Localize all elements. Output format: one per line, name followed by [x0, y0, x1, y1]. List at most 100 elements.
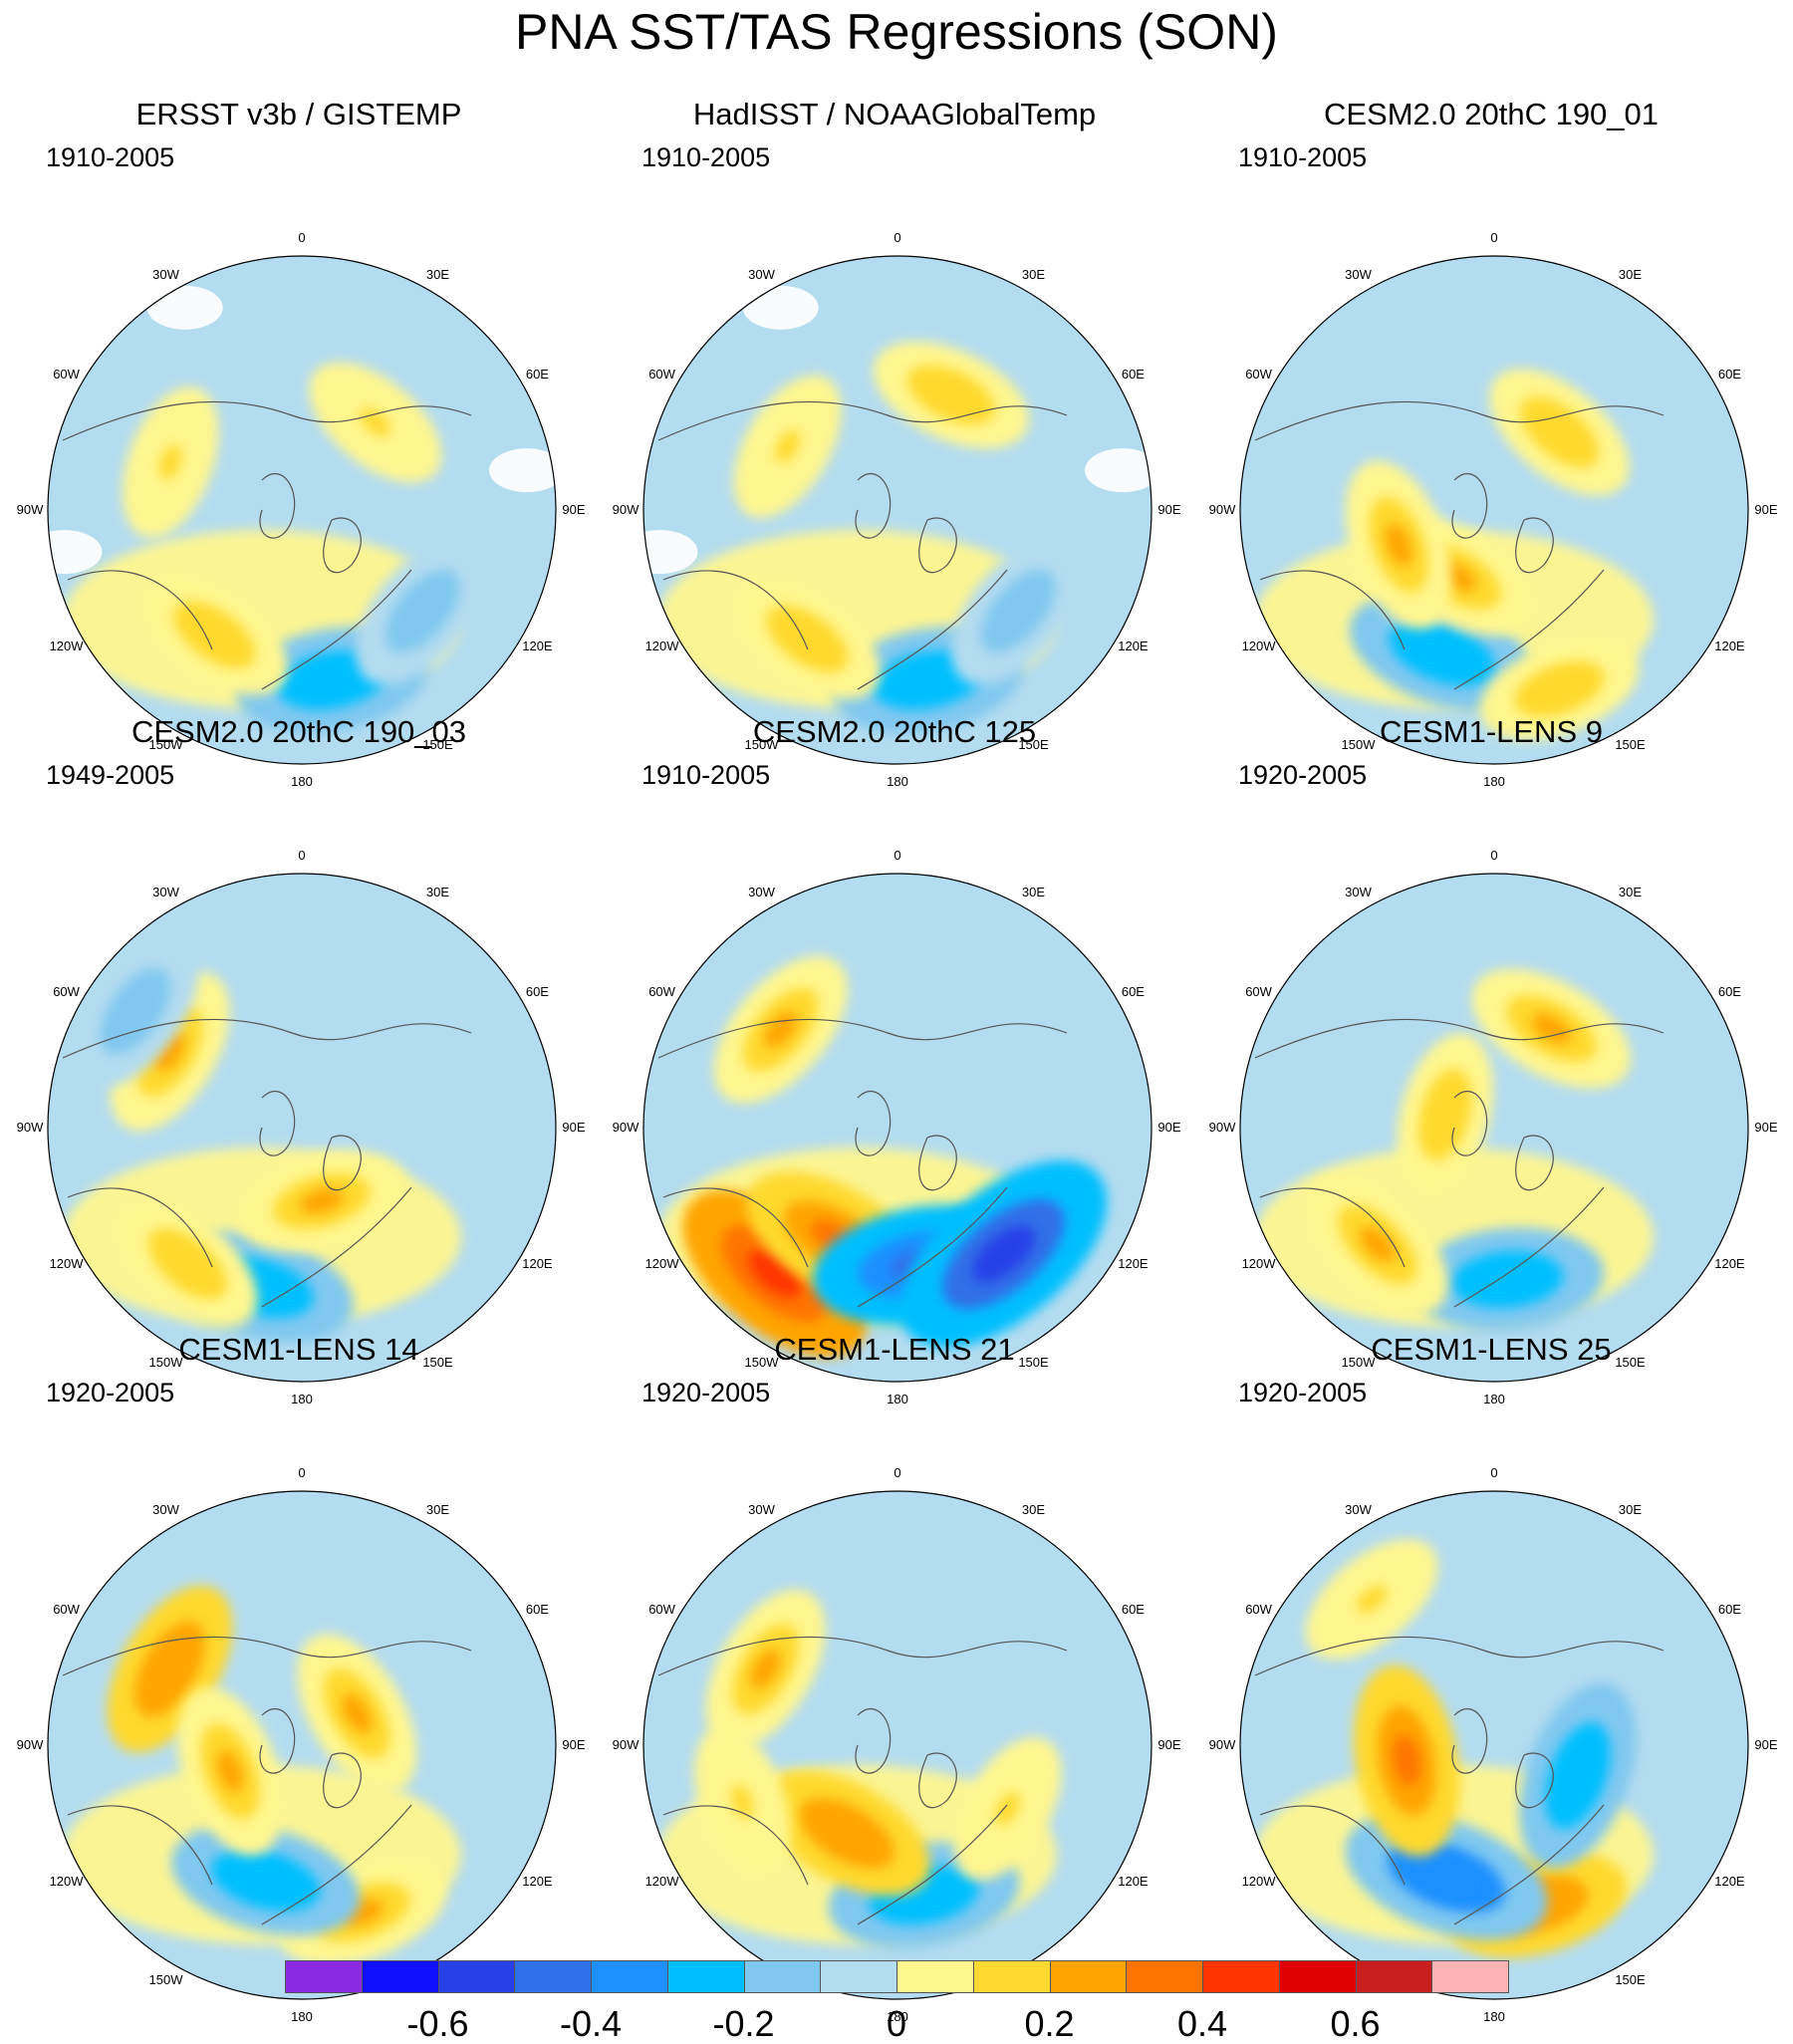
- panel-title: ERSST v3b / GISTEMP: [135, 97, 462, 131]
- anomaly-peak: [932, 382, 970, 408]
- map-boundary: [1239, 1490, 1749, 2000]
- coastline: [657, 1636, 1068, 1925]
- colorbar-swatch: [1202, 1960, 1280, 1993]
- polar-map: [642, 1490, 1153, 2000]
- colorbar-swatch: [591, 1960, 668, 1993]
- anomaly-peak: [1360, 1226, 1396, 1262]
- longitude-label: 150W: [744, 1355, 779, 1371]
- anomaly-peak: [405, 593, 439, 631]
- colorbar-swatch: [1355, 1960, 1433, 1993]
- colorbar-swatch: [896, 1960, 974, 1993]
- longitude-label: 180: [1483, 774, 1505, 789]
- colorbar-swatch: [972, 1960, 1051, 1993]
- longitude-label: 30W: [1345, 1501, 1372, 1517]
- polar-map: [47, 255, 557, 765]
- longitude-label: 0: [1490, 848, 1498, 863]
- longitude-label: 30E: [425, 1501, 450, 1517]
- panel-period: 1910-2005: [641, 760, 771, 790]
- anomaly-peak: [1339, 1028, 1364, 1062]
- longitude-label: 150W: [148, 737, 183, 753]
- panel-title: CESM2.0 20thC 190_01: [1323, 97, 1660, 131]
- panel-title: CESM1-LENS 14: [178, 1332, 419, 1367]
- longitude-label: 60W: [1245, 366, 1272, 382]
- longitude-label: 90W: [16, 502, 44, 517]
- longitude-label: 0: [894, 848, 901, 863]
- longitude-label: 30E: [1021, 1501, 1046, 1517]
- map-boundary: [642, 255, 1153, 765]
- colorbar-swatch: [285, 1960, 363, 1993]
- longitude-label: 30E: [1021, 266, 1046, 282]
- anomaly-peak: [1416, 638, 1467, 669]
- longitude-label: 180: [1483, 1392, 1505, 1406]
- longitude-label: 30W: [152, 266, 179, 282]
- panel-period: 1920-2005: [1238, 760, 1368, 790]
- longitude-label: 120W: [1241, 638, 1276, 653]
- longitude-label: 90W: [16, 1737, 44, 1752]
- longitude-label: 30W: [748, 266, 775, 282]
- anomaly-peak: [342, 1693, 373, 1734]
- colorbar-tick-label: -0.6: [406, 2003, 469, 2044]
- coastline: [62, 1018, 472, 1308]
- colorbar: [285, 1960, 1509, 1993]
- map-boundary: [47, 1490, 557, 2000]
- longitude-label: 0: [298, 1465, 306, 1480]
- panel-title: CESM1-LENS 9: [1380, 714, 1603, 749]
- map-panel: CESM1-LENS 25 1920-2005 180 150E 120E 90E 60E 3…: [1192, 1330, 1790, 2024]
- panel-title: CESM2.0 20thC 190_03: [130, 714, 467, 749]
- colorbar-tick-label: 0.4: [1176, 2003, 1228, 2044]
- longitude-label: 120E: [1714, 1873, 1745, 1889]
- anomaly-peak: [216, 1750, 244, 1793]
- coastline: [1254, 400, 1665, 690]
- longitude-label: 60E: [1717, 1601, 1741, 1617]
- longitude-label: 90E: [1157, 502, 1181, 517]
- longitude-label: 30E: [1021, 884, 1046, 899]
- panel-period: 1920-2005: [1238, 1378, 1368, 1407]
- longitude-label: 120W: [49, 1873, 84, 1889]
- longitude-label: 90E: [1754, 1737, 1778, 1752]
- map-boundary: [1239, 255, 1749, 765]
- longitude-label: 90W: [612, 1737, 640, 1752]
- longitude-label: 150E: [1615, 1355, 1646, 1371]
- missing-data-region: [146, 285, 223, 330]
- longitude-label: 90E: [1754, 1120, 1778, 1135]
- longitude-label: 90W: [1208, 502, 1236, 517]
- longitude-label: 120W: [644, 638, 679, 653]
- longitude-label: 120W: [1241, 1873, 1276, 1889]
- panel-period: 1910-2005: [641, 142, 771, 172]
- longitude-label: 60E: [1121, 983, 1145, 999]
- colorbar-swatch: [666, 1960, 745, 1993]
- anomaly-peak: [154, 1031, 185, 1072]
- anomaly-peak: [1433, 1095, 1457, 1135]
- longitude-label: 90E: [1157, 1120, 1181, 1135]
- longitude-label: 90W: [1208, 1737, 1236, 1752]
- panel-title: CESM2.0 20thC 125: [752, 714, 1037, 749]
- longitude-label: 30W: [152, 884, 179, 899]
- colorbar-swatch: [1049, 1960, 1128, 1993]
- longitude-label: 150E: [1018, 737, 1049, 753]
- polar-map: [642, 873, 1153, 1383]
- map-boundary: [1239, 873, 1749, 1383]
- longitude-label: 180: [1483, 2009, 1505, 2024]
- missing-data-region: [643, 530, 698, 575]
- longitude-label: 180: [291, 1392, 313, 1406]
- colorbar-swatch: [1126, 1960, 1203, 1993]
- anomaly-peak: [1481, 1265, 1534, 1293]
- map-panel: CESM2.0 20thC 190_01 1910-2005 180 150E 120E…: [1192, 95, 1790, 789]
- anomaly-peak: [240, 1865, 292, 1896]
- colorbar-swatch: [1431, 1960, 1509, 1993]
- polar-map: [1239, 1490, 1749, 2000]
- longitude-label: 60E: [525, 1601, 549, 1617]
- longitude-label: 90W: [1208, 1120, 1236, 1135]
- longitude-label: 60E: [1717, 983, 1741, 999]
- longitude-label: 60W: [53, 366, 80, 382]
- coastline: [657, 400, 1068, 690]
- longitude-label: 30E: [425, 884, 450, 899]
- longitude-label: 60W: [648, 983, 675, 999]
- panel-period: 1910-2005: [1238, 142, 1368, 172]
- longitude-label: 150E: [422, 1355, 453, 1371]
- figure-title: PNA SST/TAS Regressions (SON): [515, 4, 1278, 60]
- coastline: [1254, 1636, 1665, 1925]
- longitude-label: 150W: [744, 737, 779, 753]
- longitude-label: 150E: [422, 737, 453, 753]
